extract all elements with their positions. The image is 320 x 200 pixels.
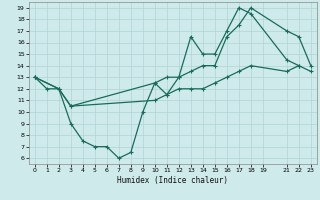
X-axis label: Humidex (Indice chaleur): Humidex (Indice chaleur) — [117, 176, 228, 185]
